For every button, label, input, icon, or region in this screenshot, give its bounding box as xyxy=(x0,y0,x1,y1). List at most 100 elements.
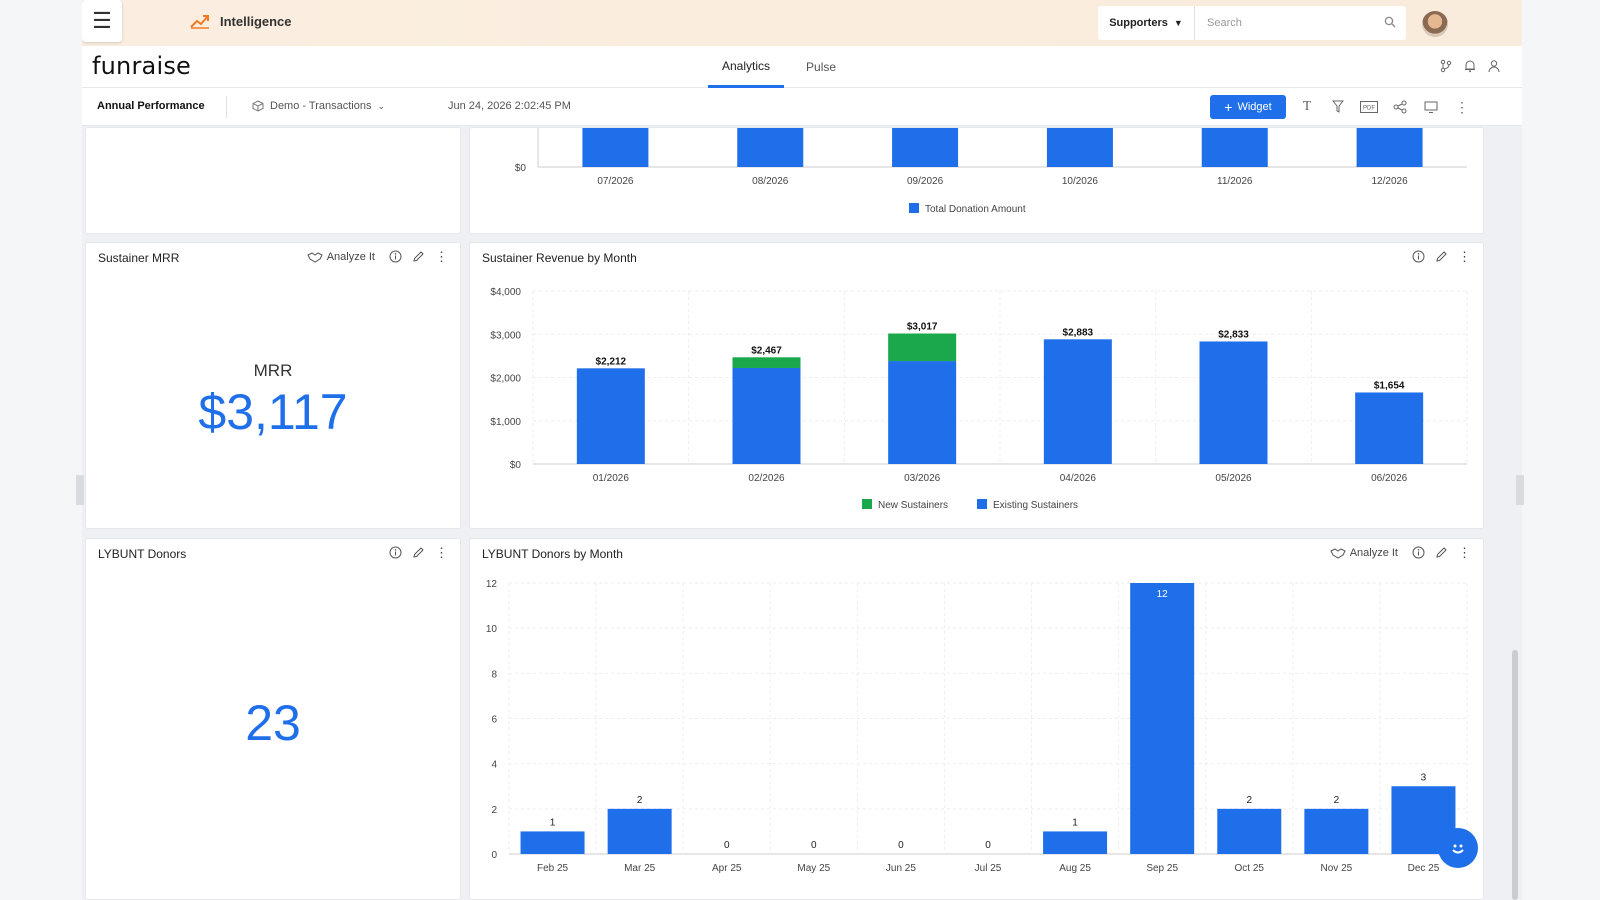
bar xyxy=(737,128,804,167)
data-label: 0 xyxy=(811,840,817,851)
dashboard-title: Annual Performance xyxy=(97,100,205,112)
x-tick-label: Oct 25 xyxy=(1235,863,1265,874)
bar xyxy=(520,831,585,854)
toolbar-icons: T PDF ⋮ xyxy=(1298,98,1471,116)
left-panel-toggle[interactable] xyxy=(76,475,84,505)
analyze-it-label: Analyze It xyxy=(1349,546,1398,559)
bar xyxy=(892,128,959,167)
info-icon[interactable] xyxy=(389,546,402,559)
card-sustainer-revenue: Sustainer Revenue by Month ⋮ $0 $1,000 $2,… xyxy=(469,242,1484,529)
search-input[interactable]: Search xyxy=(1194,6,1406,40)
y-tick-label: 4 xyxy=(491,760,497,771)
chat-support-button[interactable] xyxy=(1438,828,1478,868)
app-frame: ☰ Intelligence Supporters ▼ Search funra… xyxy=(82,0,1522,900)
add-widget-button[interactable]: + Widget xyxy=(1210,95,1286,119)
more-options-icon[interactable]: ⋮ xyxy=(1458,248,1471,264)
x-tick-label: Jul 25 xyxy=(975,863,1002,874)
more-options-icon[interactable]: ⋮ xyxy=(1455,98,1469,115)
monitor-icon[interactable] xyxy=(1422,98,1440,116)
x-tick-label: Feb 25 xyxy=(537,863,569,874)
tab-analytics[interactable]: Analytics xyxy=(708,46,785,88)
edit-pencil-icon[interactable] xyxy=(412,250,425,263)
more-options-icon[interactable]: ⋮ xyxy=(435,544,448,560)
edit-pencil-icon[interactable] xyxy=(1435,546,1448,559)
more-options-icon[interactable]: ⋮ xyxy=(1458,544,1471,560)
data-label: 0 xyxy=(898,840,904,851)
main-header: funraise Analytics Pulse xyxy=(82,46,1522,88)
y-tick-label: $0 xyxy=(510,460,522,471)
bar xyxy=(1217,808,1282,854)
x-tick-label: 02/2026 xyxy=(748,473,785,484)
app-title-text: Intelligence xyxy=(220,13,292,29)
bar xyxy=(582,128,649,167)
info-icon[interactable] xyxy=(1412,546,1425,559)
data-label: $2,467 xyxy=(751,345,782,356)
edit-pencil-icon[interactable] xyxy=(412,546,425,559)
bar-existing xyxy=(1355,392,1424,464)
data-label: 0 xyxy=(724,840,730,851)
x-tick-label: 06/2026 xyxy=(1371,473,1408,484)
card-actions: Analyze It ⋮ xyxy=(307,248,448,264)
share-icon[interactable] xyxy=(1391,98,1409,116)
card-actions: ⋮ xyxy=(389,544,448,560)
donation-amount-chart: $0 07/2026 08/2026 09/2026 10/2026 11/2026 12/… xyxy=(515,128,1467,215)
handshake-icon xyxy=(1330,547,1346,559)
bar-new xyxy=(888,333,957,362)
y-tick-label: $4,000 xyxy=(490,287,521,298)
search-icon xyxy=(1384,16,1396,28)
analyze-it-button[interactable]: Analyze It xyxy=(1330,547,1398,559)
filter-icon[interactable] xyxy=(1329,98,1347,116)
tab-pulse[interactable]: Pulse xyxy=(806,60,837,74)
bar-existing xyxy=(888,361,957,464)
analyze-it-button[interactable]: Analyze It xyxy=(307,251,375,263)
bar xyxy=(607,808,672,854)
x-tick-label: May 25 xyxy=(797,863,830,874)
x-tick-label: Dec 25 xyxy=(1408,863,1440,874)
smiley-icon xyxy=(1452,844,1464,854)
funraise-logo[interactable]: funraise xyxy=(92,52,191,80)
x-tick-label: Sep 25 xyxy=(1146,863,1178,874)
branch-icon[interactable] xyxy=(1438,58,1454,74)
card-sustainer-mrr: Sustainer MRR Analyze It ⋮ MRR $3,117 xyxy=(85,242,461,529)
y-tick-label: $1,000 xyxy=(490,417,521,428)
pdf-icon[interactable]: PDF xyxy=(1360,98,1378,116)
bell-icon[interactable] xyxy=(1462,58,1478,74)
data-label: $2,212 xyxy=(596,356,627,367)
top-bar: ☰ Intelligence Supporters ▼ Search xyxy=(82,0,1522,46)
legend-label: Total Donation Amount xyxy=(925,204,1026,215)
kpi-value: 23 xyxy=(245,695,301,751)
y-tick-label: 12 xyxy=(486,579,498,590)
y-tick-label: $0 xyxy=(515,163,527,174)
bar xyxy=(1201,128,1268,167)
x-tick-label: Mar 25 xyxy=(624,863,656,874)
card-title: LYBUNT Donors xyxy=(98,547,187,561)
hamburger-icon: ☰ xyxy=(92,8,112,33)
dashboard-toolbar: Annual Performance Demo - Transactions ⌄… xyxy=(82,88,1522,126)
user-icon[interactable] xyxy=(1486,58,1502,74)
card-title: Sustainer Revenue by Month xyxy=(482,251,637,265)
y-tick-label: 2 xyxy=(491,805,497,816)
data-label: $2,883 xyxy=(1063,327,1094,338)
dataset-label: Demo - Transactions xyxy=(270,100,372,112)
card-title: LYBUNT Donors by Month xyxy=(482,547,623,561)
x-tick-label: Aug 25 xyxy=(1059,863,1091,874)
bar xyxy=(1043,831,1108,854)
info-icon[interactable] xyxy=(389,250,402,263)
hamburger-menu-button[interactable]: ☰ xyxy=(82,0,122,42)
supporters-label: Supporters xyxy=(1109,17,1168,29)
card-donation-amount-partial: $0 07/2026 08/2026 09/2026 10/2026 11/2026 12/… xyxy=(469,127,1484,234)
scrollbar-thumb[interactable] xyxy=(1512,650,1518,900)
supporters-dropdown[interactable]: Supporters ▼ xyxy=(1098,6,1194,40)
dataset-selector[interactable]: Demo - Transactions ⌄ xyxy=(252,100,385,112)
info-icon[interactable] xyxy=(1412,250,1425,263)
right-panel-toggle[interactable] xyxy=(1516,475,1524,505)
tab-bar: Analytics Pulse xyxy=(708,46,858,88)
edit-pencil-icon[interactable] xyxy=(1435,250,1448,263)
data-label: 2 xyxy=(1246,795,1252,806)
bar-existing xyxy=(732,367,801,464)
text-icon[interactable]: T xyxy=(1302,99,1312,114)
user-avatar[interactable] xyxy=(1422,11,1448,37)
more-options-icon[interactable]: ⋮ xyxy=(435,248,448,264)
x-tick-label: Jun 25 xyxy=(886,863,916,874)
